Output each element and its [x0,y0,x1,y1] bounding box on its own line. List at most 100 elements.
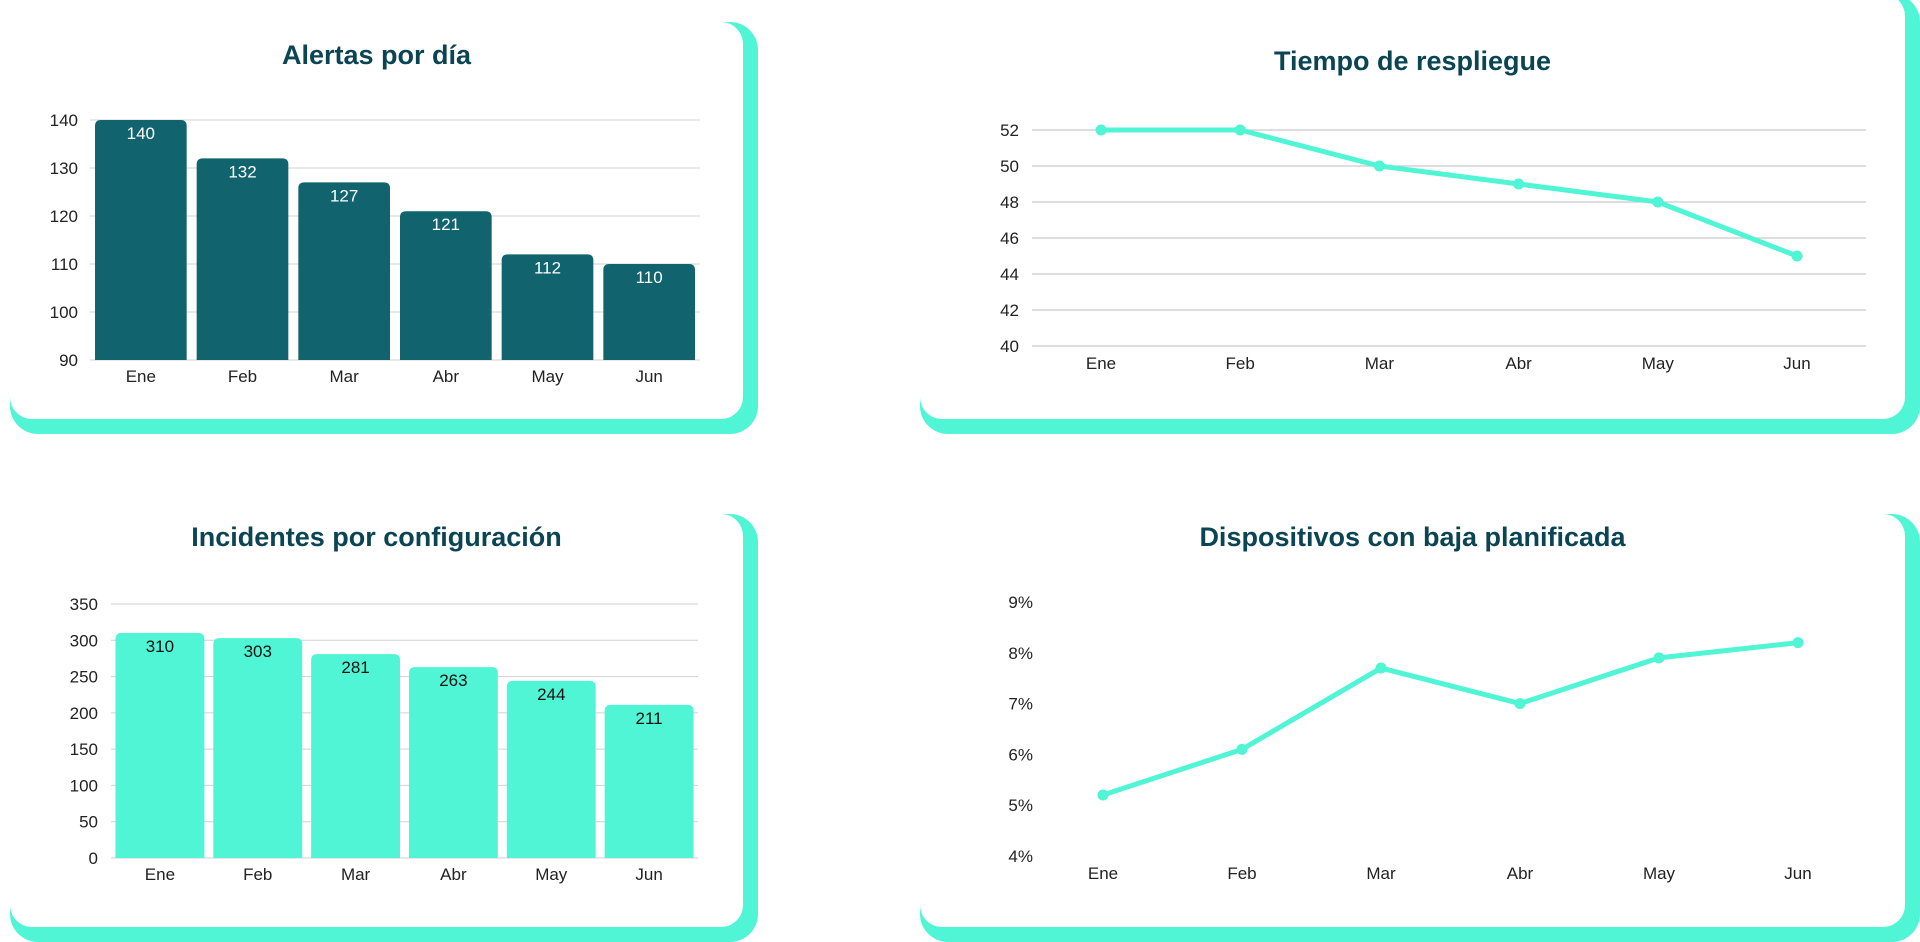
y-tick-label: 8% [1008,644,1033,663]
y-tick-label: 120 [50,207,78,226]
x-tick-label: Ene [1088,864,1118,883]
data-point [1373,160,1385,172]
data-point [1095,124,1107,136]
data-point [1234,124,1246,136]
chart-title: Tiempo de respliegue [1273,46,1552,76]
chart-card-dispositivos-baja: Dispositivos con baja planificada 4% 5% 6%… [920,514,1920,942]
bar [506,680,596,858]
bar [603,264,695,360]
y-tick-label: 42 [1000,301,1019,320]
y-tick-label: 6% [1008,745,1033,764]
chart-card-alertas: Alertas por día 90 100 110 120 130 140 140 Ene 1… [10,22,758,434]
x-tick-label: Ene [126,367,156,386]
line-chart-dispositivos-baja: 4% 5% 6% 7% 8% 9% Ene Feb Mar Abr May Jun [1008,593,1811,883]
chart-title: Dispositivos con baja planificada [1199,522,1626,552]
bar-value-label: 127 [330,186,358,205]
bar-value-label: 281 [341,658,369,677]
bar [604,704,694,858]
bar-value-label: 263 [439,671,467,690]
x-tick-label: Mar [1366,864,1396,883]
y-tick-label: 50 [1000,157,1019,176]
bar [213,638,303,858]
y-tick-label: 110 [51,255,78,274]
bar-value-label: 140 [127,124,155,143]
data-point [1791,250,1803,262]
bar [298,182,390,360]
x-tick-label: May [1642,354,1675,373]
chart-card-tiempo-respliegue: Tiempo de respliegue 40 42 44 46 48 50 52 Ene Fe… [920,0,1920,434]
y-tick-label: 4% [1008,847,1033,866]
bar [501,254,594,360]
bar [311,654,400,858]
y-tick-label: 200 [70,704,98,723]
x-tick-label: Jun [635,865,662,884]
y-tick-label: 44 [1000,265,1019,284]
x-tick-label: Abr [1507,864,1534,883]
bar-chart-alertas: 90 100 110 120 130 140 140 Ene 132 Feb 127 Mar 121 Ab… [50,111,700,386]
chart-title: Incidentes por configuración [191,522,562,552]
bar-value-label: 110 [636,268,663,287]
x-tick-label: Ene [1086,354,1116,373]
x-tick-label: Abr [1505,354,1532,373]
bar-value-label: 112 [534,258,561,277]
x-tick-label: Jun [635,367,662,386]
x-tick-label: Feb [1227,864,1256,883]
chart-card-incidentes: Incidentes por configuración 0 50 100 150 20… [10,514,758,942]
series-line [1098,127,1800,259]
bar [196,158,289,360]
data-point [1792,637,1804,649]
x-tick-label: Jun [1783,354,1810,373]
data-point [1513,178,1525,190]
y-tick-label: 40 [1000,337,1019,356]
bar [115,633,205,858]
bar-chart-incidentes: 0 50 100 150 200 250 300 350 310 Ene 303 Feb 281 Mar 2… [70,595,698,884]
y-tick-label: 100 [50,303,78,322]
series-line [1100,640,1801,798]
x-tick-label: May [1643,864,1676,883]
y-tick-label: 48 [1000,193,1019,212]
y-tick-label: 90 [59,351,78,370]
x-tick-label: Mar [1365,354,1395,373]
data-point [1652,196,1664,208]
y-tick-label: 9% [1008,593,1033,612]
bar-value-label: 244 [537,685,565,704]
x-tick-label: Feb [1226,354,1255,373]
y-tick-label: 5% [1008,796,1033,815]
x-tick-label: Jun [1784,864,1811,883]
x-tick-label: May [535,865,568,884]
y-tick-label: 0 [89,849,98,868]
bar-value-label: 211 [636,709,663,728]
data-point [1514,698,1526,710]
y-tick-label: 130 [50,159,78,178]
bar-value-label: 310 [146,637,174,656]
y-tick-label: 100 [70,776,98,795]
chart-title: Alertas por día [281,40,472,70]
y-tick-label: 52 [1000,121,1019,140]
bar-value-label: 303 [244,642,272,661]
y-tick-label: 140 [50,111,78,130]
y-tick-label: 50 [79,813,98,832]
card-face [920,514,1905,927]
x-tick-label: Feb [243,865,272,884]
y-tick-label: 46 [1000,229,1019,248]
y-tick-label: 7% [1008,695,1033,714]
bar [95,120,187,360]
y-tick-label: 150 [70,740,98,759]
bar-value-label: 132 [228,162,256,181]
line-chart-tiempo-respliegue: 40 42 44 46 48 50 52 Ene Feb Mar Abr May Jun [1000,121,1866,373]
bar [409,667,498,858]
bar [400,211,492,360]
card-face [920,0,1905,419]
x-tick-label: Abr [433,367,460,386]
x-tick-label: Mar [341,865,371,884]
x-tick-label: May [531,367,564,386]
y-tick-label: 350 [70,595,98,614]
data-point [1097,789,1109,801]
data-point [1375,662,1387,674]
y-tick-label: 250 [70,668,98,687]
x-tick-label: Feb [228,367,257,386]
x-tick-label: Abr [440,865,467,884]
data-point [1236,743,1248,755]
data-point [1653,652,1665,664]
x-tick-label: Ene [145,865,175,884]
